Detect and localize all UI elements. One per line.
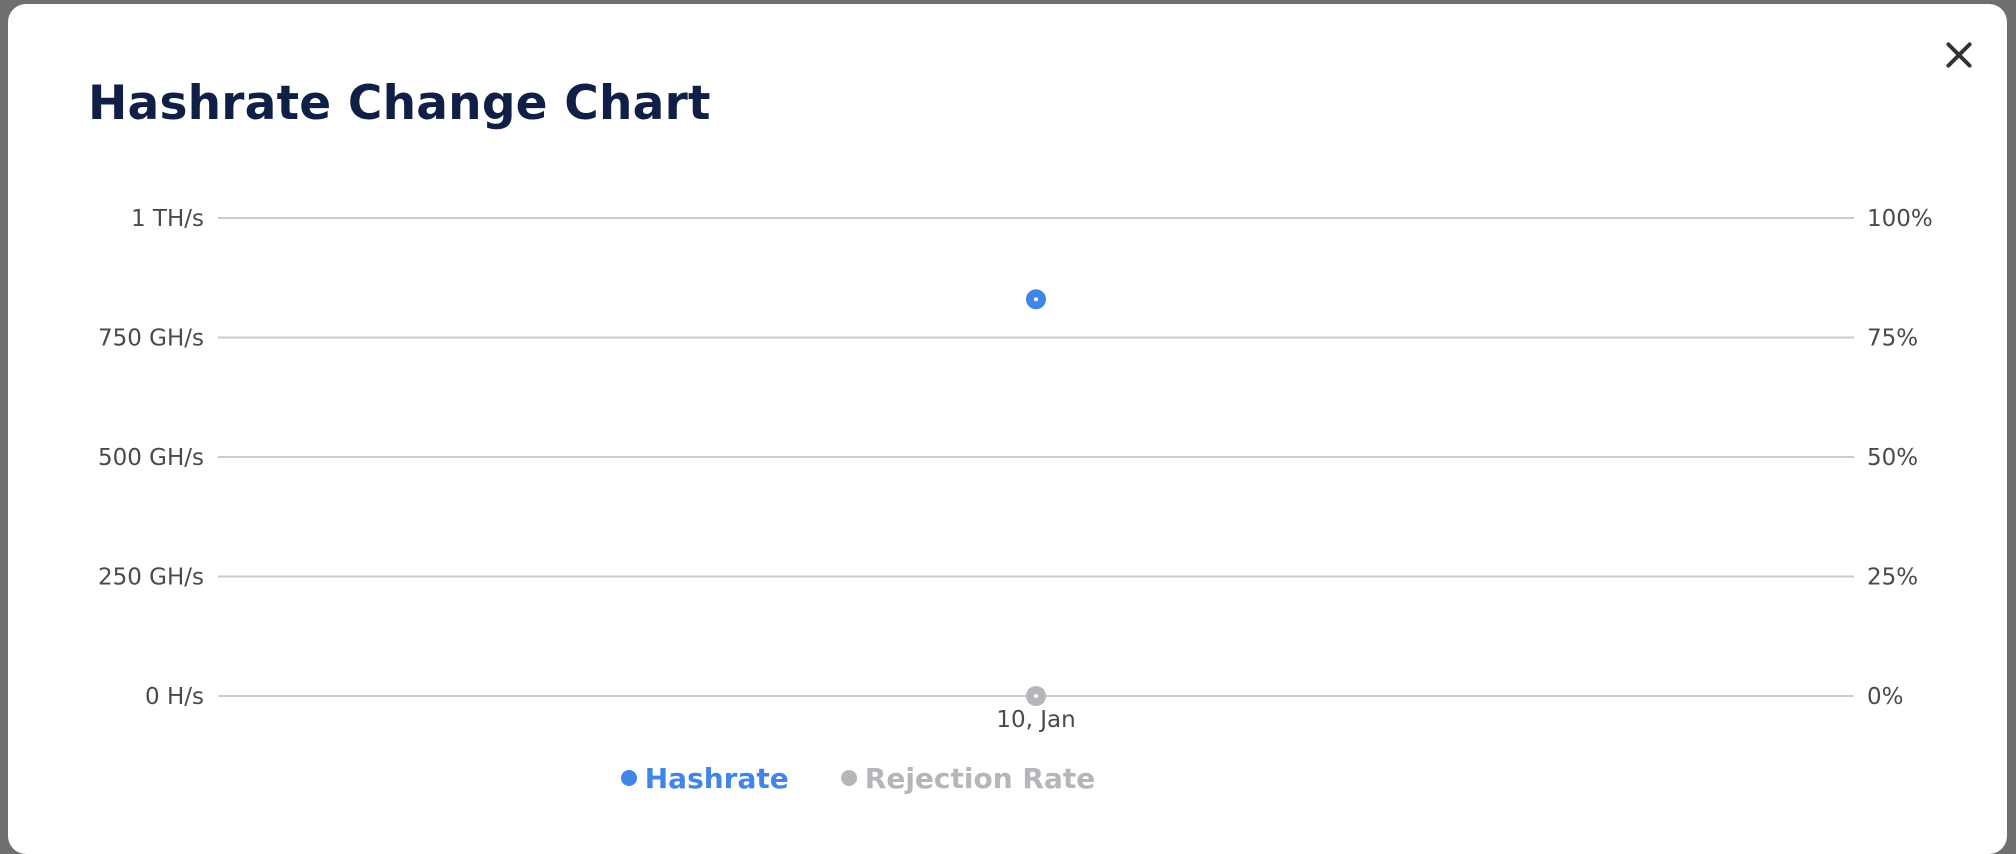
y-right-tick-label: 75%: [1867, 326, 1918, 352]
legend-label-rejection-rate: Rejection Rate: [865, 762, 1095, 795]
legend-item-hashrate[interactable]: Hashrate: [621, 762, 789, 795]
y-left-tick-label: 750 GH/s: [98, 326, 204, 352]
point-center: [1034, 297, 1038, 301]
chart-legend: Hashrate Rejection Rate: [0, 758, 2016, 798]
y-right-tick-label: 0%: [1867, 684, 1904, 710]
x-tick-label: 10, Jan: [996, 707, 1075, 733]
y-left-tick-label: 250 GH/s: [98, 565, 204, 591]
y-left-tick-label: 0 H/s: [145, 684, 204, 710]
y-left-tick-label: 1 TH/s: [131, 206, 204, 232]
y-right-tick-label: 25%: [1867, 565, 1918, 591]
point-center: [1034, 694, 1038, 698]
legend-marker-hashrate: [621, 770, 637, 786]
legend-label-hashrate: Hashrate: [645, 762, 789, 795]
y-left-tick-label: 500 GH/s: [98, 445, 204, 471]
legend-marker-rejection-rate: [841, 770, 857, 786]
y-right-tick-label: 50%: [1867, 445, 1918, 471]
legend-item-rejection-rate[interactable]: Rejection Rate: [841, 762, 1095, 795]
y-right-tick-label: 100%: [1867, 206, 1933, 232]
